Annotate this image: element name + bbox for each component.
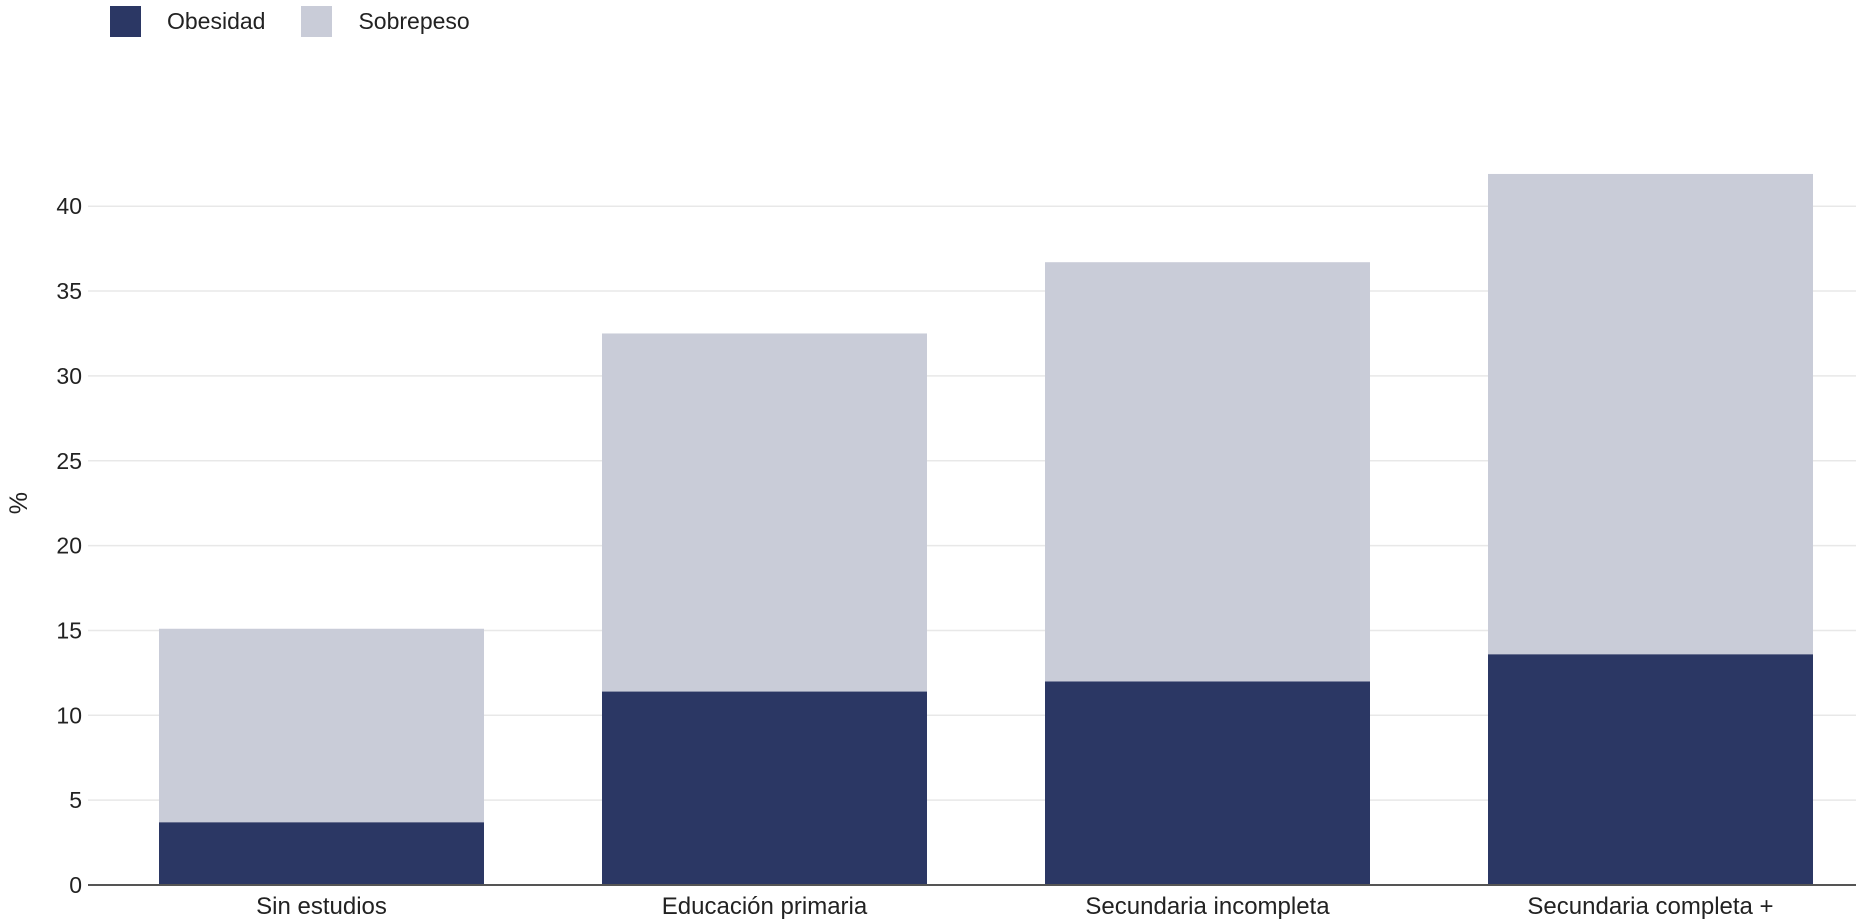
y-tick-label-10: 10 <box>56 702 82 728</box>
legend-item-sobrepeso[interactable]: Sobrepeso <box>301 6 470 37</box>
y-tick-label-40: 40 <box>56 193 82 219</box>
legend-item-obesidad[interactable]: Obesidad <box>110 6 265 37</box>
legend-swatch-sobrepeso <box>301 6 333 37</box>
y-tick-label-5: 5 <box>69 787 82 813</box>
x-tick-label-2: Educación primaria <box>662 893 868 920</box>
bar-sobrepeso-3 <box>1045 262 1370 682</box>
x-tick-label-4: Secundaria completa + <box>1527 893 1773 920</box>
x-tick-label-1: Sin estudios <box>256 893 387 920</box>
y-tick-label-25: 25 <box>56 448 82 474</box>
y-axis-label: % <box>5 492 33 514</box>
legend-label-obesidad: Obesidad <box>167 8 266 34</box>
bar-obesidad-2 <box>602 691 927 885</box>
bar-sobrepeso-2 <box>602 333 927 692</box>
bar-obesidad-4 <box>1488 654 1813 885</box>
legend-swatch-obesidad <box>110 6 141 37</box>
y-tick-label-35: 35 <box>56 278 82 304</box>
bar-obesidad-3 <box>1045 681 1370 885</box>
y-tick-label-20: 20 <box>56 533 82 559</box>
y-tick-label-0: 0 <box>69 872 82 898</box>
x-tick-label-3: Secundaria incompleta <box>1085 893 1330 920</box>
y-tick-label-15: 15 <box>56 617 82 643</box>
chart-legend: Obesidad Sobrepeso <box>110 6 470 37</box>
bar-obesidad-1 <box>159 822 484 885</box>
legend-label-sobrepeso: Sobrepeso <box>358 8 470 34</box>
bar-sobrepeso-4 <box>1488 173 1813 655</box>
y-tick-label-30: 30 <box>56 363 82 389</box>
bar-sobrepeso-1 <box>159 628 484 823</box>
